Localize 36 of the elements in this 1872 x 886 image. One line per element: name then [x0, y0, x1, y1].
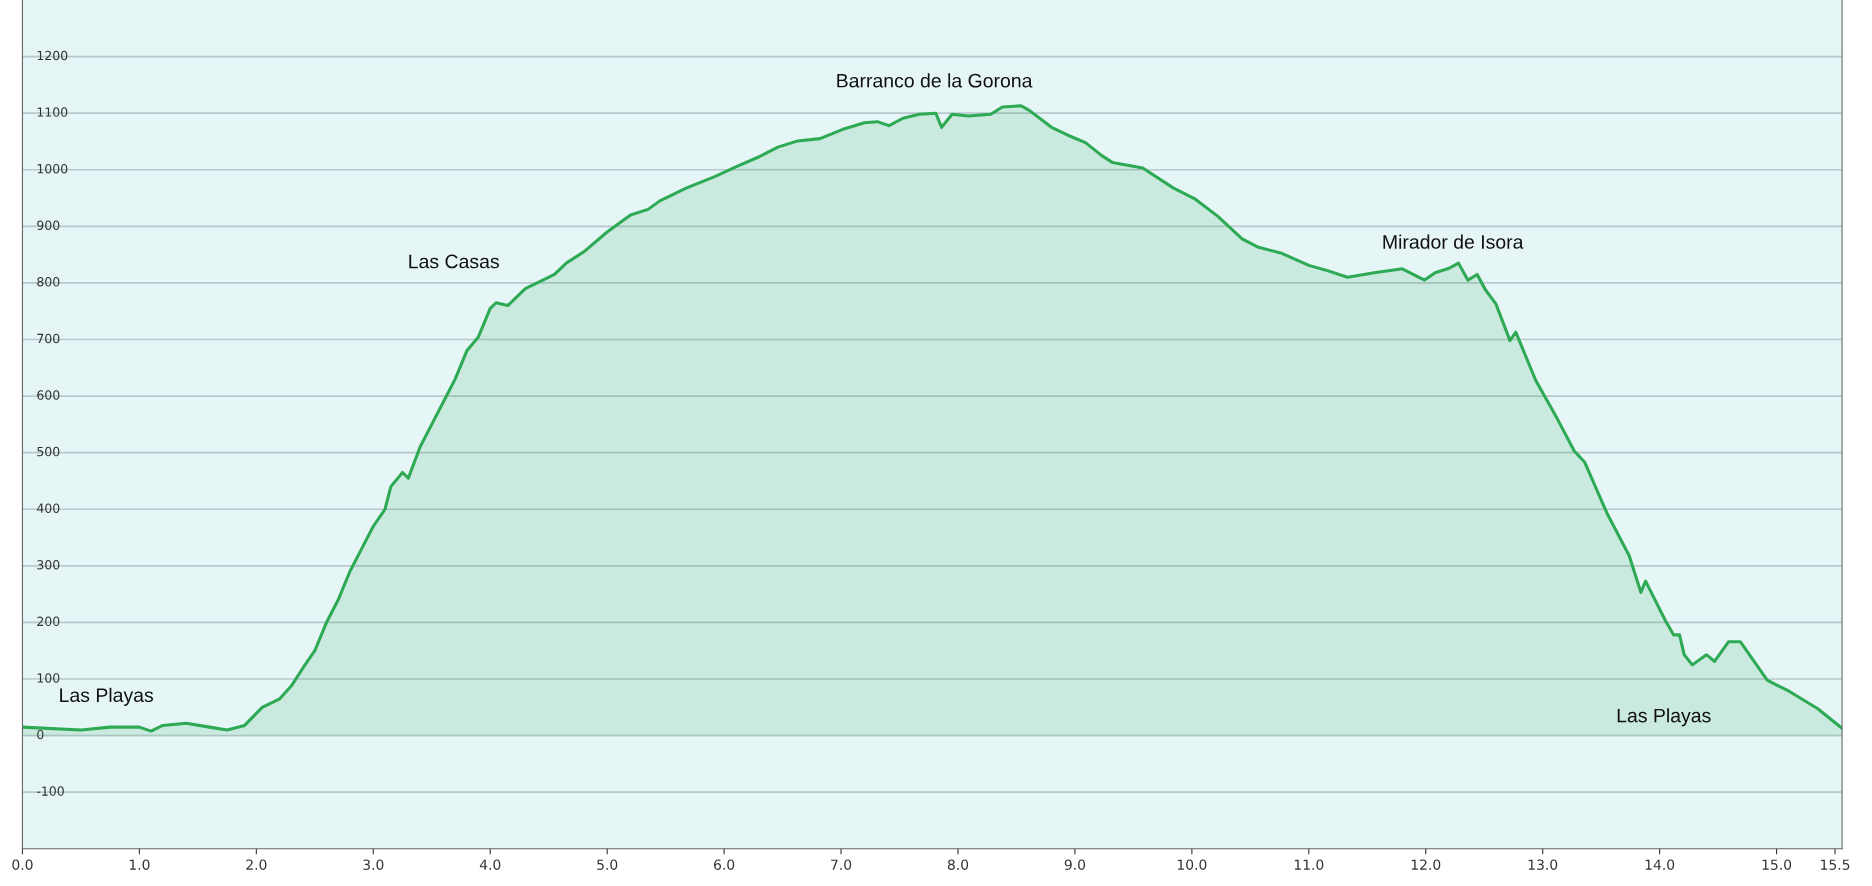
- y-tick-label: -100: [36, 786, 64, 796]
- x-tick-label: 6.0: [714, 859, 735, 870]
- x-tick-label: 1.0: [129, 859, 150, 870]
- x-tick-label: 0.0: [12, 859, 33, 870]
- annotation: Las Casas: [409, 254, 499, 269]
- x-tick-label: 7.0: [831, 859, 852, 870]
- y-tick-label: 300: [37, 560, 60, 570]
- annotation: Las Playas: [60, 687, 154, 706]
- y-tick-label: 700: [37, 333, 60, 344]
- y-tick-label: 900: [37, 220, 60, 230]
- x-tick-label: 8.0: [947, 859, 969, 870]
- x-tick-label: 12.0: [1411, 859, 1441, 870]
- y-tick-label: 1100: [37, 107, 68, 117]
- y-tick-label: 200: [37, 616, 60, 627]
- annotation: Barranco de la Gorona: [837, 73, 1033, 88]
- annotation: Mirador de Isora: [1383, 234, 1524, 249]
- x-tick-label: 3.0: [363, 859, 384, 870]
- y-tick-label: 600: [37, 390, 60, 400]
- y-tick-label: 100: [37, 673, 60, 683]
- x-tick-label: 15.5: [1821, 859, 1850, 870]
- x-tick-label: 9.0: [1064, 859, 1086, 870]
- y-tick-label: 1200: [37, 50, 68, 61]
- x-tick-label: 10.0: [1177, 859, 1207, 870]
- annotation: Las Playas: [1617, 708, 1711, 727]
- x-tick-label: 2.0: [246, 859, 267, 870]
- x-tick-label: 5.0: [597, 859, 618, 870]
- y-tick-label: 1000: [37, 163, 68, 174]
- y-tick-label: 800: [37, 277, 60, 287]
- y-tick-label: 0: [37, 729, 44, 740]
- y-tick-label: 500: [37, 446, 60, 457]
- x-tick-label: 15.0: [1762, 859, 1792, 870]
- x-tick-label: 4.0: [479, 859, 501, 870]
- x-tick-label: 13.0: [1528, 859, 1558, 870]
- x-tick-label: 14.0: [1645, 859, 1675, 870]
- y-tick-label: 400: [36, 503, 60, 513]
- x-tick-label: 11.0: [1294, 859, 1324, 870]
